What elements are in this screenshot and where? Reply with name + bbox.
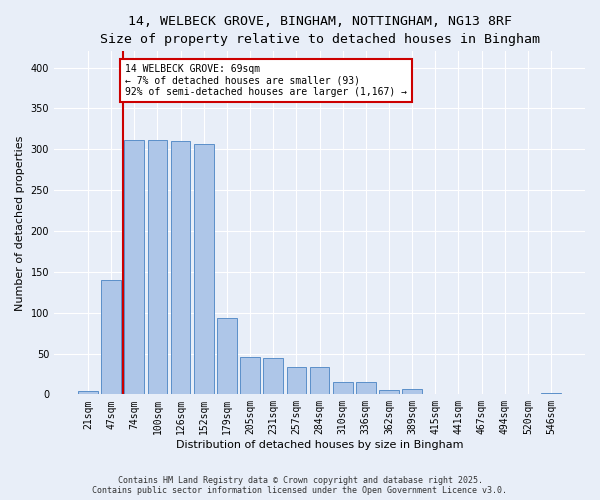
Bar <box>217 318 237 394</box>
Bar <box>379 390 399 394</box>
Bar <box>333 382 353 394</box>
Bar <box>310 368 329 394</box>
Bar <box>240 357 260 395</box>
Text: Contains HM Land Registry data © Crown copyright and database right 2025.
Contai: Contains HM Land Registry data © Crown c… <box>92 476 508 495</box>
Bar <box>148 140 167 394</box>
Title: 14, WELBECK GROVE, BINGHAM, NOTTINGHAM, NG13 8RF
Size of property relative to de: 14, WELBECK GROVE, BINGHAM, NOTTINGHAM, … <box>100 15 539 46</box>
Bar <box>287 368 306 394</box>
Bar <box>194 144 214 394</box>
Bar <box>101 280 121 394</box>
Bar <box>263 358 283 395</box>
Bar <box>124 140 144 394</box>
Bar <box>78 391 98 394</box>
Y-axis label: Number of detached properties: Number of detached properties <box>15 135 25 310</box>
Bar <box>356 382 376 394</box>
Bar <box>171 141 190 395</box>
Bar <box>541 392 561 394</box>
X-axis label: Distribution of detached houses by size in Bingham: Distribution of detached houses by size … <box>176 440 463 450</box>
Text: 14 WELBECK GROVE: 69sqm
← 7% of detached houses are smaller (93)
92% of semi-det: 14 WELBECK GROVE: 69sqm ← 7% of detached… <box>125 64 407 97</box>
Bar <box>402 390 422 394</box>
